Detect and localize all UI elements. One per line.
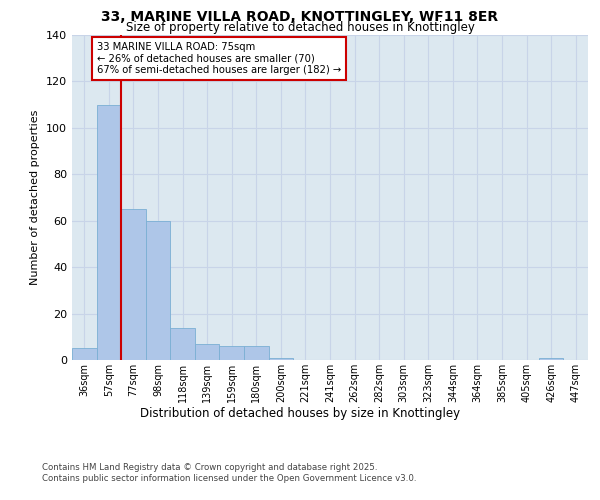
Text: 33 MARINE VILLA ROAD: 75sqm
← 26% of detached houses are smaller (70)
67% of sem: 33 MARINE VILLA ROAD: 75sqm ← 26% of det… <box>97 42 341 75</box>
Text: Contains HM Land Registry data © Crown copyright and database right 2025.: Contains HM Land Registry data © Crown c… <box>42 462 377 471</box>
Bar <box>146 220 170 360</box>
Bar <box>244 346 269 360</box>
Text: Size of property relative to detached houses in Knottingley: Size of property relative to detached ho… <box>125 21 475 34</box>
Bar <box>72 348 97 360</box>
Bar <box>97 104 121 360</box>
Text: 33, MARINE VILLA ROAD, KNOTTINGLEY, WF11 8ER: 33, MARINE VILLA ROAD, KNOTTINGLEY, WF11… <box>101 10 499 24</box>
Bar <box>170 328 195 360</box>
Y-axis label: Number of detached properties: Number of detached properties <box>31 110 40 285</box>
Bar <box>220 346 244 360</box>
Bar <box>121 209 146 360</box>
Bar <box>269 358 293 360</box>
Text: Contains public sector information licensed under the Open Government Licence v3: Contains public sector information licen… <box>42 474 416 483</box>
Text: Distribution of detached houses by size in Knottingley: Distribution of detached houses by size … <box>140 408 460 420</box>
Bar <box>195 344 220 360</box>
Bar <box>539 358 563 360</box>
